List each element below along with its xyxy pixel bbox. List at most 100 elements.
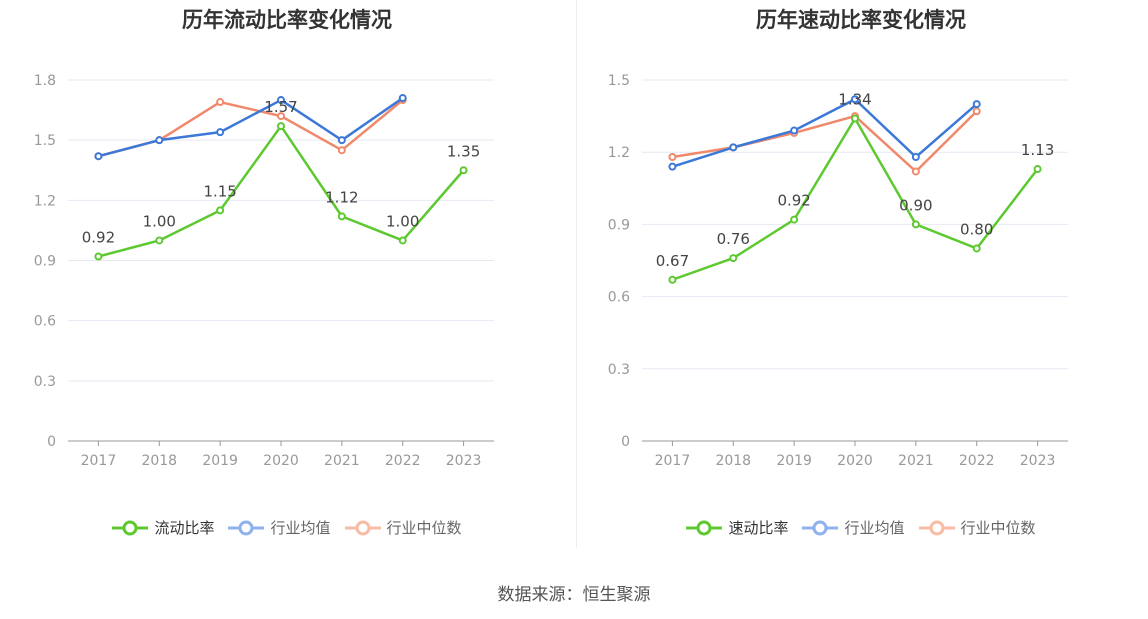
industry-avg-series-point xyxy=(729,143,738,152)
y-tick-label: 1.5 xyxy=(34,133,56,149)
legend-line-icon xyxy=(228,520,265,535)
legend-line-icon xyxy=(344,520,381,535)
main-series-line xyxy=(98,124,465,258)
legend-item-quick-ratio[interactable]: 速动比率 xyxy=(686,517,788,538)
legend-line-icon xyxy=(802,520,839,535)
y-tick-label: 0.6 xyxy=(608,290,630,306)
legend-item-industry-median[interactable]: 行业中位数 xyxy=(918,517,1036,538)
industry-avg-series-point xyxy=(155,136,164,145)
legend-line-icon xyxy=(918,520,955,535)
main-series-point xyxy=(729,254,738,263)
industry-median-series-point xyxy=(337,146,346,155)
main-series-point xyxy=(851,114,859,123)
legend-item-current-ratio[interactable]: 流动比率 xyxy=(112,517,214,538)
current-ratio-panel: 历年流动比率变化情况 0 0.3 0.6 0.9 1.2 1.5 1.8 2017 2018 20… xyxy=(0,0,574,560)
industry-avg-series-point xyxy=(668,162,677,171)
x-tick-label: 2022 xyxy=(385,453,421,469)
y-tick-label: 0.9 xyxy=(34,254,56,270)
data-label: 1.12 xyxy=(325,188,358,206)
data-label: 1.13 xyxy=(1021,141,1054,159)
legend-label: 行业均值 xyxy=(270,519,331,537)
main-series-point xyxy=(911,220,920,229)
legend-label: 速动比率 xyxy=(728,519,789,537)
industry-avg-series-point xyxy=(398,94,407,103)
industry-avg-series-point xyxy=(277,96,285,105)
legend-label: 行业均值 xyxy=(844,519,905,537)
main-series-point xyxy=(94,252,103,261)
legend-item-industry-avg[interactable]: 行业均值 xyxy=(802,517,905,538)
industry-median-series-point xyxy=(216,98,225,107)
y-tick-label: 0.3 xyxy=(608,362,630,378)
x-tick-label: 2017 xyxy=(81,453,117,469)
legend-item-industry-median[interactable]: 行业中位数 xyxy=(344,517,462,538)
x-tick-label: 2022 xyxy=(959,453,995,469)
data-label: 1.35 xyxy=(447,142,480,160)
industry-avg-series-point xyxy=(216,128,225,137)
main-series-point xyxy=(668,275,677,284)
x-tick-label: 2019 xyxy=(776,453,812,469)
y-tick-label: 0.3 xyxy=(34,374,56,390)
industry-avg-series-point xyxy=(790,126,799,135)
panel-divider xyxy=(576,0,577,548)
legend: 流动比率 行业均值 行业中位数 xyxy=(0,517,574,538)
main-series-line xyxy=(672,117,1039,281)
data-label: 1.15 xyxy=(203,182,236,200)
data-label: 1.00 xyxy=(143,212,176,230)
x-tick-label: 2023 xyxy=(1020,453,1056,469)
industry-avg-series-point xyxy=(911,153,920,162)
industry-avg-series-point xyxy=(972,100,981,109)
industry-median-series-point xyxy=(668,153,677,162)
data-label: 1.34 xyxy=(838,91,871,109)
x-tick-label: 2020 xyxy=(263,453,299,469)
current-ratio-chart: 0 0.3 0.6 0.9 1.2 1.5 1.8 2017 2018 2019 2020 2021 2… xyxy=(34,73,494,469)
y-tick-label: 1.2 xyxy=(34,193,56,209)
main-series-point xyxy=(972,244,981,253)
x-tick-label: 2018 xyxy=(715,453,751,469)
y-tick-label: 0.9 xyxy=(608,217,630,233)
data-label: 0.67 xyxy=(656,252,689,270)
y-tick-label: 0 xyxy=(47,434,56,450)
data-label: 0.80 xyxy=(960,220,993,238)
industry-median-series-point xyxy=(972,107,981,116)
y-tick-label: 0.6 xyxy=(34,314,56,330)
data-label: 1.00 xyxy=(386,212,419,230)
legend: 速动比率 行业均值 行业中位数 xyxy=(574,517,1148,538)
y-tick-label: 1.8 xyxy=(34,73,56,89)
main-series-point xyxy=(277,122,285,131)
main-series-point xyxy=(398,236,407,245)
data-label: 0.76 xyxy=(717,230,750,248)
industry-avg-series-point xyxy=(851,95,859,104)
data-label: 0.92 xyxy=(777,192,810,210)
legend-label: 流动比率 xyxy=(154,519,215,537)
chart-title: 历年流动比率变化情况 xyxy=(182,8,392,32)
x-tick-label: 2018 xyxy=(141,453,177,469)
main-series-point xyxy=(790,215,799,224)
industry-median-series-point xyxy=(911,167,920,176)
quick-ratio-chart: 0 0.3 0.6 0.9 1.2 1.5 2017 2018 2019 2020 2021 2022… xyxy=(608,73,1068,469)
x-tick-label: 2021 xyxy=(898,453,934,469)
legend-line-icon xyxy=(686,520,723,535)
industry-avg-series-line xyxy=(98,97,404,158)
main-series-point xyxy=(155,236,164,245)
quick-ratio-panel: 历年速动比率变化情况 0 0.3 0.6 0.9 1.2 1.5 2017 2018 2019 2… xyxy=(574,0,1148,560)
industry-median-series-line xyxy=(672,110,978,173)
industry-median-series-point xyxy=(277,112,285,121)
data-label: 0.90 xyxy=(899,196,932,214)
legend-line-icon xyxy=(112,520,149,535)
legend-item-industry-avg[interactable]: 行业均值 xyxy=(228,517,331,538)
chart-title: 历年速动比率变化情况 xyxy=(756,8,966,32)
legend-label: 行业中位数 xyxy=(960,519,1036,537)
industry-avg-series-point xyxy=(337,136,346,145)
legend-label: 行业中位数 xyxy=(386,519,462,537)
industry-avg-series-point xyxy=(94,152,103,161)
data-label: 1.57 xyxy=(264,98,297,116)
x-tick-label: 2019 xyxy=(202,453,238,469)
main-series-point xyxy=(1033,165,1042,174)
main-series-point xyxy=(459,166,468,175)
data-source: 数据来源：恒生聚源 xyxy=(497,585,651,605)
industry-avg-series-line xyxy=(672,98,978,168)
data-label: 0.92 xyxy=(82,228,115,246)
main-series-point xyxy=(216,206,225,215)
x-tick-label: 2023 xyxy=(446,453,482,469)
y-tick-label: 1.2 xyxy=(608,145,630,161)
